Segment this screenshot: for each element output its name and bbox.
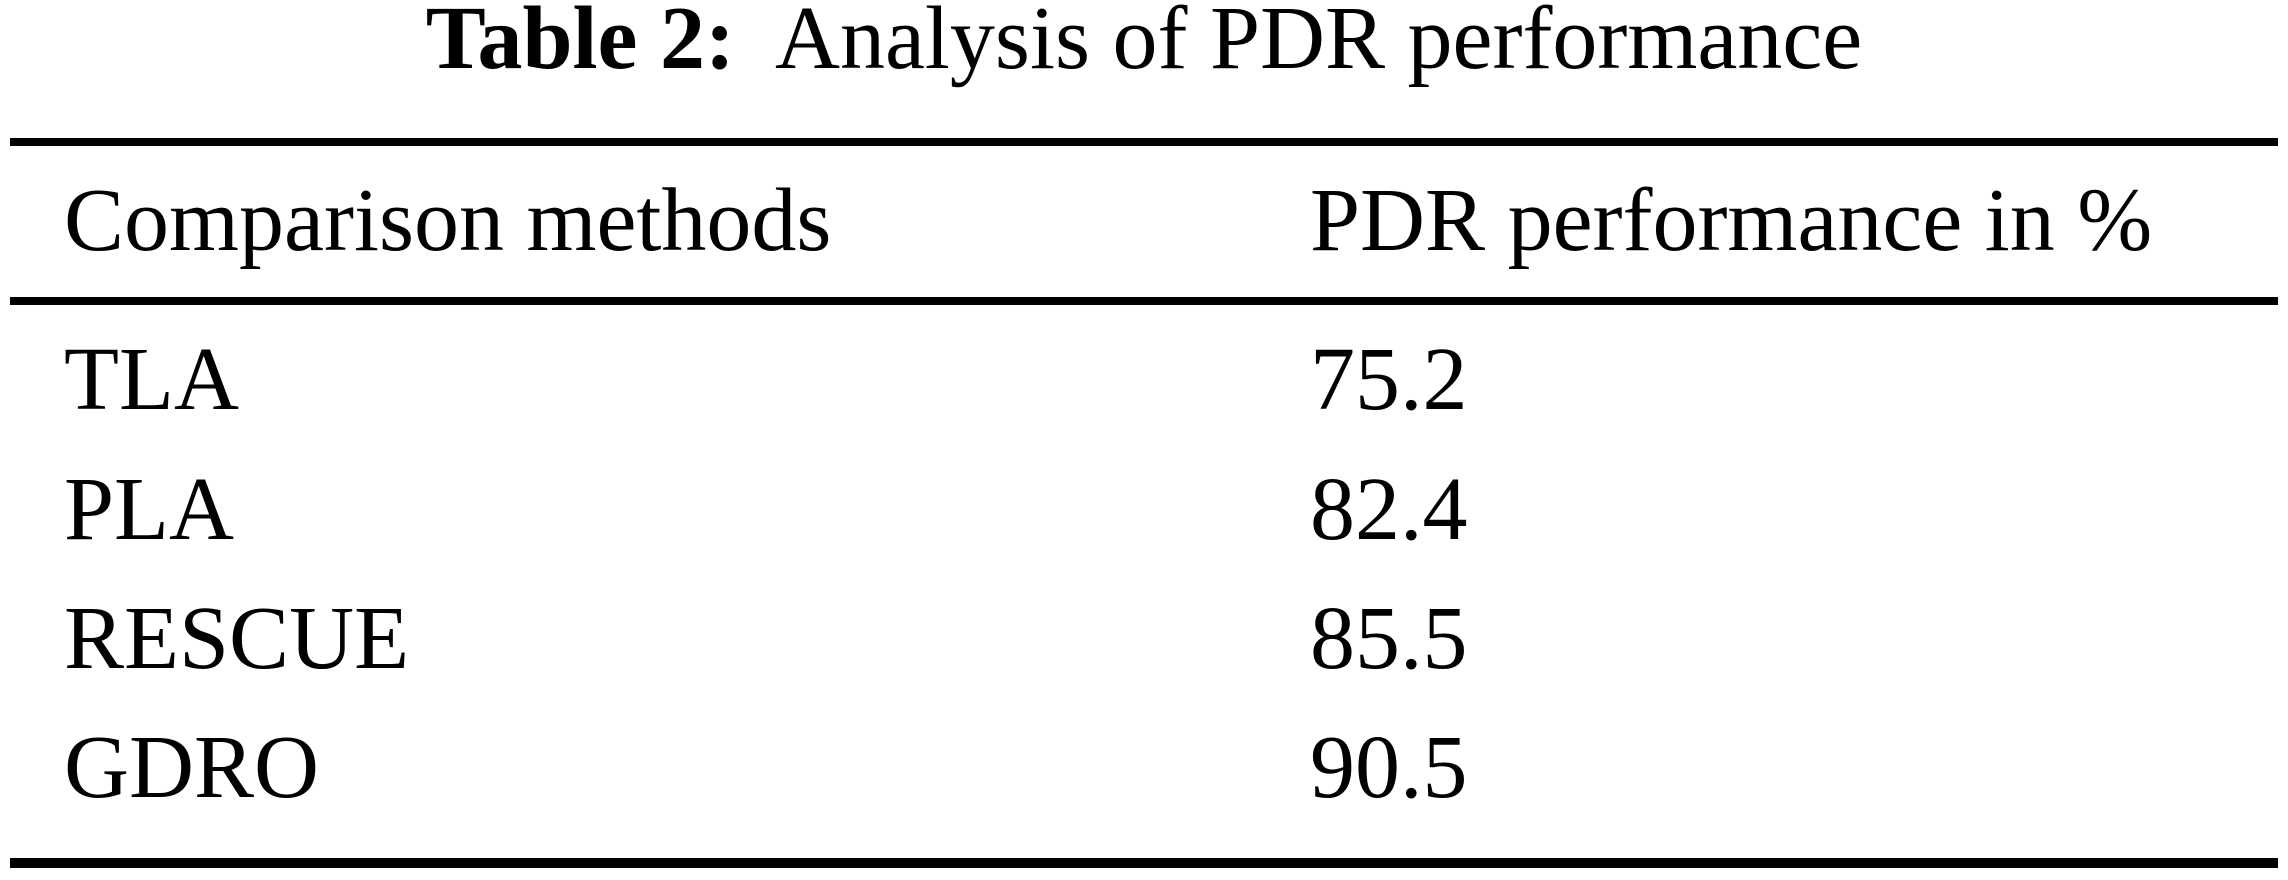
table-bottom-rule <box>10 858 2278 868</box>
table-row-value: 75.2 <box>1310 330 1468 429</box>
table-row-method: RESCUE <box>64 589 410 688</box>
column-header-pdr-performance: PDR performance in % <box>1310 171 2153 270</box>
table-row-method: GDRO <box>64 718 320 817</box>
table-caption-title: Analysis of PDR performance <box>774 0 1863 88</box>
table-row-method: PLA <box>64 460 235 559</box>
table-top-rule <box>10 138 2278 146</box>
table-caption: Table 2: Analysis of PDR performance <box>0 0 2288 84</box>
table-header-rule <box>10 297 2278 305</box>
table-row-value: 90.5 <box>1310 718 1468 817</box>
table-caption-label: Table 2: <box>425 0 735 88</box>
table-row-method: TLA <box>64 330 239 429</box>
table-row-value: 82.4 <box>1310 460 1468 559</box>
column-header-comparison-methods: Comparison methods <box>64 171 832 270</box>
table-row-value: 85.5 <box>1310 589 1468 688</box>
